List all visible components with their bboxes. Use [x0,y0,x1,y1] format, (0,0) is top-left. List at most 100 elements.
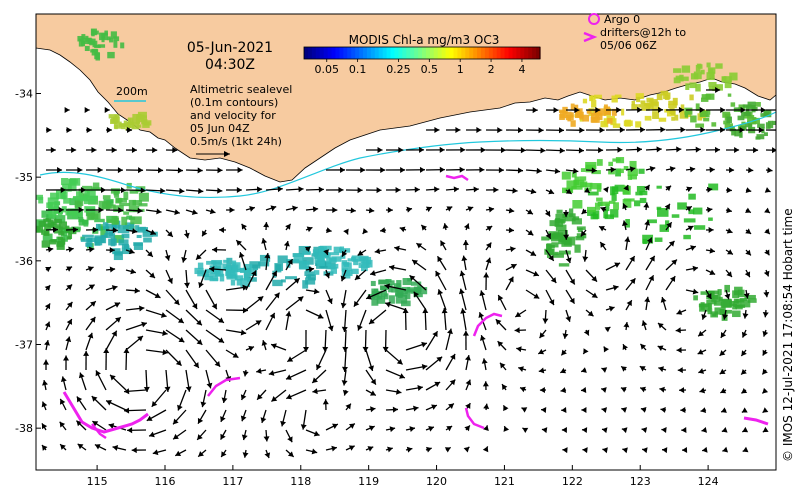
velocity-arrow-head [485,257,492,264]
velocity-arrow-head [677,367,683,374]
velocity-arrow-head [614,262,621,268]
velocity-arrow-head [583,329,590,336]
colorbar-tick-label: 1 [457,63,464,76]
colorbar-segment [481,47,486,59]
velocity-arrow-head [104,106,110,113]
velocity-arrow-head [268,370,275,376]
velocity-arrow-head [271,270,277,277]
velocity-arrow-head [714,146,721,153]
colorbar-segment [425,47,431,59]
velocity-arrow-head [202,230,208,237]
velocity-arrow-head [177,317,184,323]
velocity-arrow-head [271,343,277,349]
velocity-arrow-head [387,446,393,453]
velocity-arrow-head [43,359,50,365]
velocity-arrow-head [727,249,733,255]
chlorophyll-patches [36,157,757,321]
velocity-arrow-head [143,386,150,392]
velocity-arrow-head [558,127,565,134]
velocity-arrow-head [87,332,94,339]
velocity-arrow-head [240,415,247,422]
velocity-arrow-head [98,206,104,213]
colorbar-segment [500,47,506,59]
velocity-arrow-head [449,379,456,386]
velocity-arrow-head [459,166,465,173]
velocity-arrow-head [304,246,311,252]
velocity-arrow-head [562,447,568,454]
velocity-arrow-head [66,284,73,291]
velocity-arrow-head [623,322,630,328]
velocity-arrow-head [324,272,331,279]
colorbar-segment [402,47,407,59]
velocity-arrow-head [238,252,245,258]
velocity-arrow-head [219,226,225,233]
velocity-arrow-head [357,187,363,194]
velocity-arrow-head [274,292,280,299]
velocity-arrow-head [384,283,390,290]
velocity-arrow-head [565,188,572,194]
colorbar-segment [536,47,541,59]
bathymetry-contour-200m [39,111,776,199]
velocity-arrow-head [622,203,628,210]
velocity-arrow-head [86,127,92,134]
velocity-arrow-head [287,451,294,457]
velocity-arrow-head [368,425,375,431]
drifter-track [91,423,107,440]
velocity-arrow-head [217,187,223,194]
drifter-legend-label: drifters@12h to [600,26,686,39]
velocity-arrow-head [297,296,304,302]
velocity-arrow-head [640,386,646,393]
velocity-arrow-head [464,425,470,432]
velocity-arrow-head [587,310,594,317]
description-line: and velocity for [190,109,276,122]
velocity-arrow-head [130,268,136,275]
velocity-arrow-head [425,206,432,213]
velocity-arrow-head [256,367,262,374]
lon-tick-label: 117 [222,475,243,488]
velocity-arrow-head [257,393,263,400]
velocity-arrow-head [264,253,271,259]
velocity-arrow-head [701,426,707,433]
velocity-arrow-head [175,450,182,457]
colorbar-segment [304,47,309,59]
velocity-arrow-head [59,421,66,428]
velocity-arrow-head [341,326,348,332]
velocity-arrow-head [514,327,520,334]
velocity-arrow-head [464,355,471,361]
velocity-arrow-head [160,312,167,318]
velocity-arrow-head [579,127,585,134]
velocity-arrow-head [763,291,770,298]
velocity-arrow-head [661,427,667,434]
velocity-arrow-head [742,446,749,453]
velocity-arrow-head [539,387,546,394]
velocity-arrow-head [173,299,180,305]
velocity-arrow-head [764,207,770,214]
velocity-arrow-head [497,341,504,347]
velocity-arrow-head [706,293,712,299]
velocity-arrow-head [357,250,364,256]
velocity-arrow-head [478,312,485,318]
colorbar-segment [441,47,447,59]
velocity-arrow-head [582,256,589,262]
velocity-arrow-head [644,184,650,191]
velocity-arrow-head [762,426,769,433]
colorbar-segment [374,47,380,59]
lon-tick-label: 119 [358,475,379,488]
velocity-arrow-head [88,246,95,253]
lon-tick-label: 123 [630,475,651,488]
velocity-arrow-head [508,207,515,214]
velocity-arrow-head [209,208,216,215]
velocity-arrow-head [298,186,304,193]
velocity-arrow-head [758,127,764,134]
velocity-arrow-head [722,446,729,453]
velocity-arrow-head [720,387,727,394]
velocity-arrow-head [483,272,490,278]
velocity-arrow-head [175,359,182,366]
velocity-arrow-head [101,187,107,194]
velocity-arrow-head [50,146,56,153]
velocity-arrow-head [762,330,769,337]
velocity-arrow-head [71,146,77,153]
velocity-arrow-head [357,324,363,331]
velocity-arrow-head [572,167,579,174]
velocity-arrow-head [124,407,130,414]
